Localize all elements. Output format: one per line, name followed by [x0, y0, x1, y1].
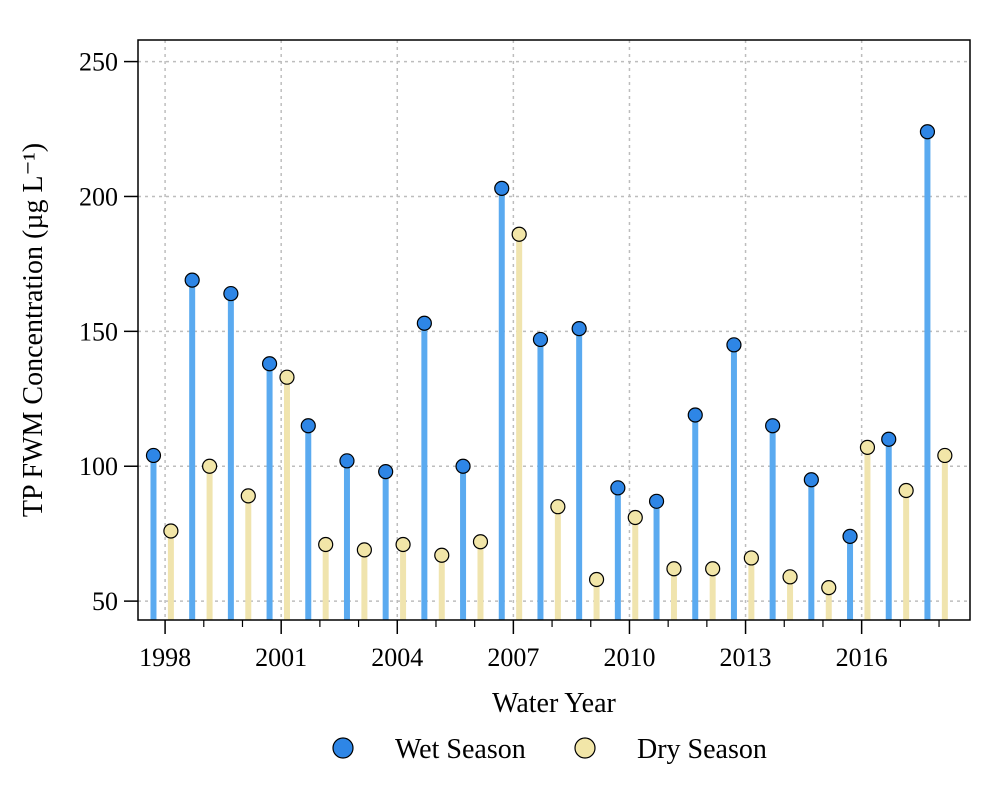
y-tick-label: 200 [79, 182, 118, 211]
wet-season-point [610, 480, 626, 496]
wet-season-point [300, 418, 316, 434]
y-tick-label: 50 [92, 587, 118, 616]
dry-season-point [240, 488, 256, 504]
x-tick-label: 2016 [836, 643, 888, 672]
dry-season-point [163, 523, 179, 539]
wet-season-legend-marker [332, 737, 354, 759]
x-tick-label: 2004 [371, 643, 423, 672]
wet-season-point [726, 337, 742, 353]
lollipop-lines [150, 131, 948, 620]
wet-season-point [184, 272, 200, 288]
axes: 50 100 150 200 250 1998 2001 2004 2007 2010 2013 20… [79, 48, 940, 672]
dry-season-legend-label: Dry Season [637, 734, 767, 765]
wet-season-point [842, 528, 858, 544]
wet-season-point [416, 315, 432, 331]
x-tick-label: 2013 [720, 643, 772, 672]
wet-season-point [687, 407, 703, 423]
dry-season-point [588, 571, 605, 588]
dry-season-point [201, 458, 218, 474]
dry-season-point [898, 482, 914, 499]
dry-season-point [511, 226, 527, 242]
wet-season-point [223, 285, 239, 302]
y-tick-label: 100 [79, 452, 118, 481]
dry-season-point [937, 447, 953, 464]
dry-season-point [782, 569, 798, 585]
wet-season-point [571, 321, 587, 337]
wet-season-point [532, 331, 549, 348]
wet-season-point [803, 472, 819, 488]
wet-season-point [339, 453, 355, 469]
x-tick-label: 2010 [603, 643, 655, 672]
y-tick-label: 250 [79, 48, 118, 77]
dry-season-legend-marker [574, 737, 596, 759]
legend: Wet Season Dry Season [332, 734, 767, 765]
x-tick-label: 2001 [255, 643, 307, 672]
wet-season-point [378, 464, 394, 480]
dry-season-point [550, 499, 566, 515]
wet-season-point [881, 431, 897, 447]
dry-season-point [859, 439, 876, 455]
dry-season-point [395, 536, 411, 553]
wet-season-point [145, 447, 162, 464]
x-axis-title: Water Year [492, 688, 616, 719]
dry-season-point [627, 509, 643, 526]
dry-season-point [434, 547, 450, 563]
x-tick-label: 2007 [487, 643, 539, 672]
dry-season-point [743, 550, 759, 566]
wet-season-point [261, 356, 278, 372]
grid-layer [138, 40, 970, 620]
x-tick-label: 1998 [139, 643, 191, 672]
wet-season-point [494, 180, 510, 196]
dry-season-point [356, 542, 372, 558]
dry-season-point [279, 369, 295, 385]
wet-season-point [455, 458, 471, 474]
wet-season-point [765, 418, 781, 434]
dry-season-point [318, 536, 334, 553]
y-axis-title: TP FWM Concentration (µg L⁻¹) [18, 143, 49, 517]
data-points [145, 124, 953, 596]
dry-season-point [472, 534, 489, 550]
y-tick-label: 150 [79, 317, 118, 346]
dry-season-point [705, 561, 721, 577]
plot-frame [137, 39, 971, 621]
wet-season-legend-label: Wet Season [395, 734, 526, 765]
dry-season-point [666, 561, 682, 577]
wet-season-point [919, 124, 936, 140]
dry-season-point [821, 580, 837, 596]
wet-season-point [648, 493, 665, 509]
